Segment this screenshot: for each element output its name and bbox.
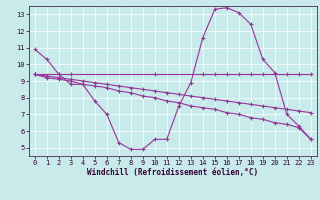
X-axis label: Windchill (Refroidissement éolien,°C): Windchill (Refroidissement éolien,°C): [87, 168, 258, 177]
